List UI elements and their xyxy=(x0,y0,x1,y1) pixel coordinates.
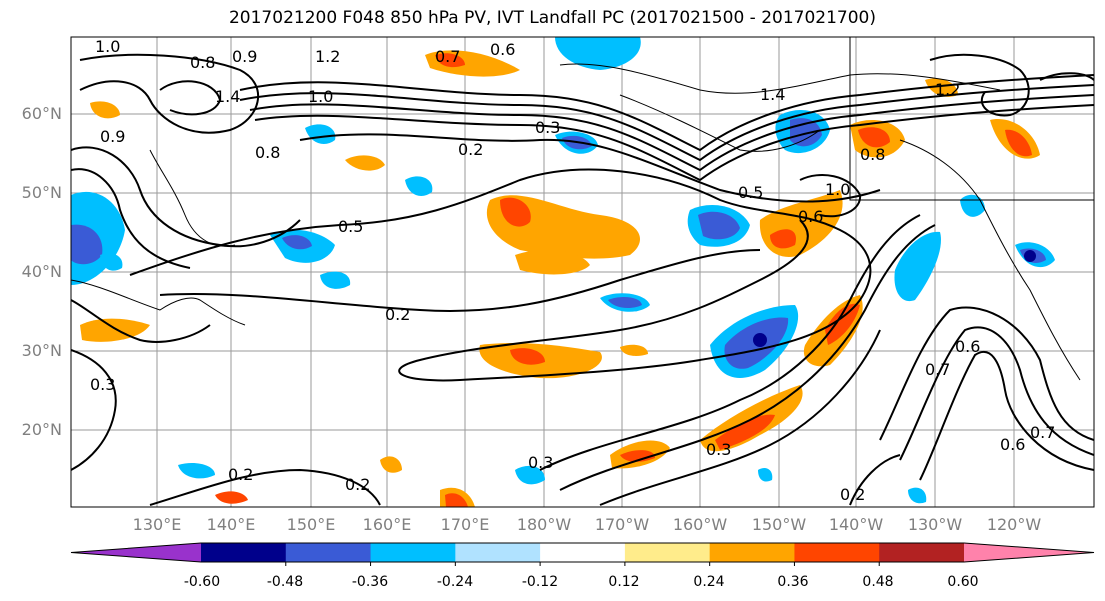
colorbar-segment xyxy=(540,543,626,562)
lon-label: 140°E xyxy=(206,515,256,534)
colorbar-segment xyxy=(285,543,372,562)
colorbar-tick-label: -0.12 xyxy=(521,574,559,590)
colorbar-segment xyxy=(964,543,1094,562)
contour-label: 0.6 xyxy=(798,207,823,226)
negative-anomaly-fills xyxy=(71,37,1055,504)
contour-label: 0.2 xyxy=(345,475,370,494)
coastlines xyxy=(71,37,1094,381)
colorbar-tick-label: -0.60 xyxy=(183,574,221,590)
colorbar-tick-label: -0.24 xyxy=(436,574,474,590)
contour-label: 1.2 xyxy=(315,47,340,66)
lat-label-60n: 60°N xyxy=(21,104,62,123)
contour-labels: 1.0 0.8 0.9 1.2 0.7 0.6 1.4 1.0 0.3 0.2 … xyxy=(90,37,1055,504)
contour-label: 0.8 xyxy=(860,145,885,164)
lon-label: 160°E xyxy=(362,515,412,534)
contour-label: 0.3 xyxy=(535,118,560,137)
colorbar-segment xyxy=(794,543,880,562)
colorbar-segment xyxy=(624,543,711,562)
lat-label-20n: 20°N xyxy=(21,420,62,439)
colorbar-outline xyxy=(70,542,1095,563)
contour-label: 1.0 xyxy=(95,37,120,56)
contour-label: 0.6 xyxy=(1000,435,1025,454)
contour-label: 1.0 xyxy=(825,180,850,199)
colorbar-tick-label: 0.36 xyxy=(777,574,809,590)
lon-label: 170°W xyxy=(594,515,650,534)
contour-label: 0.9 xyxy=(232,47,257,66)
colorbar-segment xyxy=(201,543,287,562)
contour-label: 1.0 xyxy=(308,87,333,106)
contour-label: 1.4 xyxy=(760,85,785,104)
contour-label: 0.2 xyxy=(385,305,410,324)
map-frame xyxy=(70,36,1095,508)
contour-label: 0.6 xyxy=(955,337,980,356)
contour-label: 0.7 xyxy=(435,47,460,66)
lon-label: 130°E xyxy=(132,515,182,534)
lon-label: 180°W xyxy=(516,515,572,534)
contour-label: 0.6 xyxy=(490,40,515,59)
lon-label: 120°W xyxy=(986,515,1042,534)
pv-contours xyxy=(71,53,1094,506)
colorbar-segment xyxy=(455,543,541,562)
colorbar-segment xyxy=(71,543,201,562)
colorbar-tick-label: -0.48 xyxy=(266,574,304,590)
contour-label: 0.7 xyxy=(1030,423,1055,442)
contour-label: 0.8 xyxy=(190,53,215,72)
contour-label: 0.5 xyxy=(338,217,363,236)
lat-label-50n: 50°N xyxy=(21,183,62,202)
contour-label: 1.2 xyxy=(935,80,960,99)
lat-label-30n: 30°N xyxy=(21,341,62,360)
colorbar-tick-label: 0.24 xyxy=(693,574,725,590)
lon-label: 130°W xyxy=(907,515,963,534)
lon-label: 170°E xyxy=(440,515,490,534)
contour-label: 0.5 xyxy=(738,183,763,202)
colorbar-tick-label: -0.36 xyxy=(351,574,389,590)
colorbar-segment xyxy=(709,543,795,562)
colorbar-tick-label: 0.48 xyxy=(862,574,894,590)
contour-label: 0.2 xyxy=(228,465,253,484)
lat-label-40n: 40°N xyxy=(21,262,62,281)
contour-label: 0.2 xyxy=(458,140,483,159)
colorbar-segment xyxy=(370,543,456,562)
contour-label: 0.2 xyxy=(840,485,865,504)
contour-label: 0.3 xyxy=(90,375,115,394)
graticule xyxy=(71,37,1094,507)
contour-label: 0.8 xyxy=(255,143,280,162)
contour-label: 1.4 xyxy=(215,87,240,106)
lon-label: 150°E xyxy=(286,515,336,534)
lon-label: 140°W xyxy=(828,515,884,534)
lon-label: 150°W xyxy=(751,515,807,534)
colorbar xyxy=(70,542,1095,566)
colorbar-segment xyxy=(879,543,965,562)
contour-label: 0.9 xyxy=(100,127,125,146)
contour-label: 0.3 xyxy=(528,453,553,472)
colorbar-tick-label: 0.12 xyxy=(608,574,640,590)
map-title: 2017021200 F048 850 hPa PV, IVT Landfall… xyxy=(228,8,876,28)
contour-label: 0.3 xyxy=(706,440,731,459)
contour-label: 0.7 xyxy=(925,360,950,379)
lon-label: 160°W xyxy=(672,515,728,534)
colorbar-tick-label: 0.60 xyxy=(947,574,979,590)
